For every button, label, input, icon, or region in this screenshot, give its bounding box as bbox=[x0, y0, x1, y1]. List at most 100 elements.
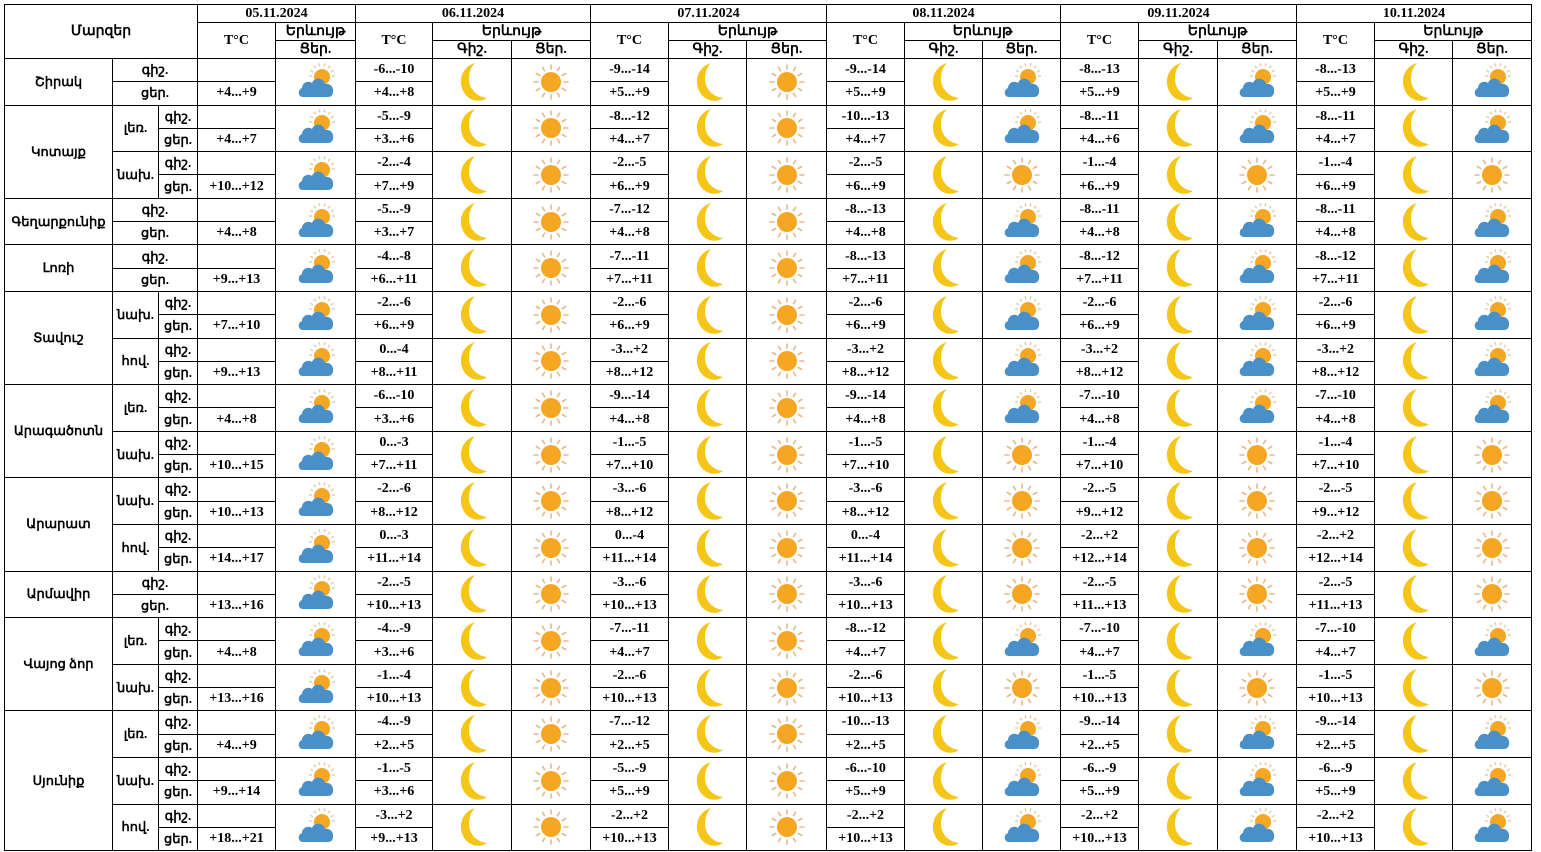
sun-behind-cloud-icon bbox=[275, 197, 356, 246]
day-temp: +8...+12 bbox=[355, 500, 433, 525]
day-temp: +3...+6 bbox=[355, 407, 433, 432]
sun-icon bbox=[746, 337, 827, 386]
night-temp: -9...-14 bbox=[590, 384, 669, 409]
day-label: ցեր. bbox=[158, 500, 198, 525]
temp-header: T°C bbox=[197, 22, 276, 59]
moon-icon bbox=[1138, 197, 1218, 246]
zone-label: նախ. bbox=[112, 663, 159, 712]
night-label: գիշ. bbox=[158, 384, 198, 409]
day-temp: +7...+10 bbox=[826, 454, 905, 479]
day-temp: +8...+12 bbox=[590, 360, 669, 386]
sun-behind-cloud-icon bbox=[1452, 384, 1532, 432]
moon-icon bbox=[432, 290, 512, 339]
phenomenon-header: Երևույթ bbox=[668, 22, 827, 41]
sun-icon bbox=[982, 151, 1061, 199]
moon-icon bbox=[1138, 384, 1218, 432]
night-temp: -4...-9 bbox=[355, 710, 433, 735]
night-temp: -5...-9 bbox=[355, 104, 433, 129]
sun-icon bbox=[746, 244, 827, 292]
night-label: գիշ. bbox=[158, 663, 198, 689]
night-temp: -1...-4 bbox=[1060, 151, 1139, 176]
day-temp: +7...+10 bbox=[1296, 454, 1375, 479]
day-temp: +8...+12 bbox=[590, 500, 669, 525]
moon-icon bbox=[432, 523, 512, 572]
moon-icon bbox=[1138, 337, 1218, 386]
sun-icon bbox=[511, 570, 591, 619]
sun-behind-cloud-icon bbox=[275, 104, 356, 153]
day-temp: +12...+14 bbox=[1296, 547, 1375, 572]
moon-icon bbox=[1374, 617, 1453, 665]
night-temp: -4...-9 bbox=[355, 617, 433, 642]
night-temp: -2...-6 bbox=[1060, 290, 1139, 316]
day-temp: +11...+14 bbox=[590, 547, 669, 572]
day-temp: +4...+8 bbox=[590, 407, 669, 432]
night-temp: -7...-12 bbox=[590, 197, 669, 223]
table-row: ցեր. +4...+7 +3...+6 +4...+7 +4...+7 +4...+6 +… bbox=[5, 127, 1532, 153]
night-label: գիշ. bbox=[112, 570, 198, 595]
moon-icon bbox=[904, 290, 983, 339]
night-temp: -6...-10 bbox=[355, 57, 433, 83]
moon-icon bbox=[668, 384, 747, 432]
moon-icon bbox=[668, 197, 747, 246]
region-name: Սյունիք bbox=[4, 710, 113, 852]
sun-behind-cloud-icon bbox=[982, 104, 1061, 153]
moon-icon bbox=[668, 617, 747, 665]
zone-label: լեռ. bbox=[112, 104, 159, 153]
night-temp-empty bbox=[197, 197, 276, 223]
night-header: Գիշ. bbox=[904, 40, 983, 59]
night-temp: -2...+2 bbox=[1060, 803, 1139, 828]
day-temp: +10...+13 bbox=[590, 826, 669, 852]
moon-icon bbox=[1374, 197, 1453, 246]
day-temp: +5...+9 bbox=[826, 81, 905, 106]
region-name: Արագածոտն bbox=[4, 384, 113, 479]
table-row: Կոտայք լեռ. գիշ. -5...-9 -8...-12 -10...-13 -8… bbox=[4, 104, 1532, 199]
table-row: ցեր. +9...+13 +6...+11 +7...+11 +7...+11 +7..… bbox=[5, 267, 1532, 292]
temp-header: T°C bbox=[355, 22, 433, 59]
phenomenon-header: Երևույթ bbox=[1374, 22, 1532, 41]
zone-label: լեռ. bbox=[112, 617, 159, 665]
day-temp: +13...+16 bbox=[197, 593, 276, 619]
night-temp: -3...+2 bbox=[590, 337, 669, 362]
night-label: գիշ. bbox=[112, 244, 198, 269]
night-temp: -2...-5 bbox=[1060, 477, 1139, 502]
day-temp: +5...+9 bbox=[590, 780, 669, 805]
day-temp: +6...+9 bbox=[590, 314, 669, 339]
sun-icon bbox=[511, 710, 591, 758]
sun-icon bbox=[511, 337, 591, 386]
night-temp-empty bbox=[197, 756, 276, 782]
sun-icon bbox=[982, 430, 1061, 479]
moon-icon bbox=[1374, 290, 1453, 339]
night-temp: -8...-11 bbox=[1060, 197, 1139, 223]
sun-behind-cloud-icon bbox=[275, 523, 356, 572]
sun-behind-cloud-icon bbox=[982, 290, 1061, 339]
day-temp: +2...+5 bbox=[355, 733, 433, 758]
night-temp: -3...+2 bbox=[1296, 337, 1375, 362]
day-temp: +9...+13 bbox=[197, 267, 276, 292]
day-temp: +7...+11 bbox=[355, 454, 433, 479]
night-temp: -1...-5 bbox=[590, 430, 669, 456]
day-temp: +4...+7 bbox=[590, 640, 669, 665]
table-row: նախ. գիշ. -2...-4 -2...-5 -2...-5 -1...-4 -1..… bbox=[5, 151, 1532, 199]
moon-icon bbox=[1374, 244, 1453, 292]
sun-behind-cloud-icon bbox=[1452, 244, 1532, 292]
moon-icon bbox=[904, 663, 983, 712]
night-label: գիշ. bbox=[158, 710, 198, 735]
day-temp: +7...+9 bbox=[355, 174, 433, 199]
day-temp: +9...+13 bbox=[355, 826, 433, 852]
sun-icon bbox=[1452, 430, 1532, 479]
night-label: գիշ. bbox=[158, 477, 198, 502]
sun-behind-cloud-icon bbox=[275, 58, 356, 106]
day-temp: +4...+8 bbox=[1060, 221, 1139, 246]
moon-icon bbox=[668, 477, 747, 525]
night-temp: -1...-5 bbox=[1296, 663, 1375, 689]
day-temp: +10...+13 bbox=[826, 826, 905, 852]
date-header: 06.11.2024 bbox=[355, 4, 591, 23]
sun-icon bbox=[746, 570, 827, 619]
night-temp: -2...-5 bbox=[355, 570, 433, 595]
night-temp: -9...-14 bbox=[1296, 710, 1375, 735]
table-row: նախ. գիշ. -1...-4 -2...-6 -2...-6 -1...-5 -1..… bbox=[5, 663, 1532, 712]
moon-icon bbox=[432, 384, 512, 432]
day-temp: +4...+8 bbox=[1296, 221, 1375, 246]
moon-icon bbox=[904, 617, 983, 665]
day-header: Ցեր. bbox=[275, 40, 356, 59]
